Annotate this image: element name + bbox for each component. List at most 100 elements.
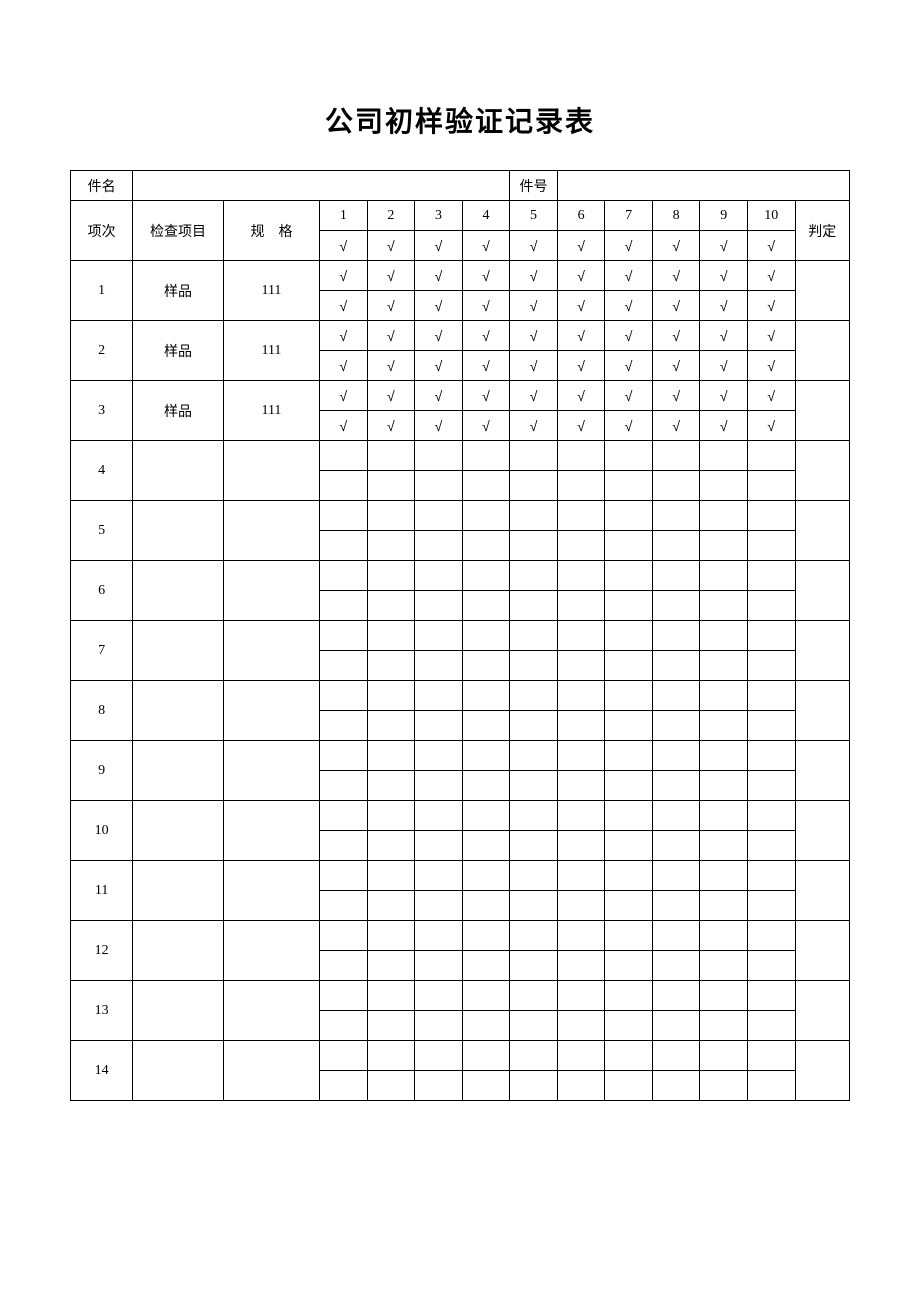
row-judge	[795, 741, 849, 801]
cell-check	[748, 621, 796, 651]
cell-check	[557, 981, 605, 1011]
col-10: 10	[748, 201, 796, 231]
row-spec	[223, 621, 319, 681]
cell-check: √	[462, 411, 510, 441]
cell-check	[510, 711, 558, 741]
cell-check	[700, 771, 748, 801]
cell-check	[557, 651, 605, 681]
row-no: 9	[71, 741, 133, 801]
cell-check	[415, 531, 463, 561]
cell-check	[320, 471, 368, 501]
cell-check	[748, 891, 796, 921]
row-item	[133, 1041, 224, 1101]
cell-check	[748, 981, 796, 1011]
cell-check: √	[605, 351, 653, 381]
table-row: 1样品111√√√√√√√√√√	[71, 261, 850, 291]
row-item: 样品	[133, 261, 224, 321]
hdr-check: √	[367, 231, 415, 261]
col-item-label: 检查项目	[133, 201, 224, 261]
cell-check: √	[415, 261, 463, 291]
col-5: 5	[510, 201, 558, 231]
cell-check: √	[700, 321, 748, 351]
cell-check	[700, 861, 748, 891]
cell-check	[510, 741, 558, 771]
cell-check	[415, 861, 463, 891]
row-no: 6	[71, 561, 133, 621]
cell-check	[510, 531, 558, 561]
cell-check	[652, 591, 700, 621]
cell-check: √	[700, 351, 748, 381]
row-judge	[795, 561, 849, 621]
cell-check	[557, 501, 605, 531]
cell-check	[320, 771, 368, 801]
cell-check	[462, 1011, 510, 1041]
cell-check	[748, 681, 796, 711]
cell-check	[320, 861, 368, 891]
row-judge	[795, 801, 849, 861]
cell-check: √	[320, 291, 368, 321]
col-6: 6	[557, 201, 605, 231]
cell-check	[605, 441, 653, 471]
cell-check	[605, 1071, 653, 1101]
row-judge	[795, 501, 849, 561]
table-row: 6	[71, 561, 850, 591]
hdr-check: √	[700, 231, 748, 261]
cell-check	[367, 651, 415, 681]
row-judge	[795, 321, 849, 381]
cell-check: √	[748, 411, 796, 441]
cell-check	[748, 711, 796, 741]
row-item	[133, 681, 224, 741]
cell-check: √	[367, 261, 415, 291]
col-7: 7	[605, 201, 653, 231]
row-item: 样品	[133, 381, 224, 441]
cell-check	[605, 921, 653, 951]
row-judge	[795, 621, 849, 681]
cell-check	[557, 801, 605, 831]
cell-check	[367, 681, 415, 711]
cell-check: √	[415, 291, 463, 321]
cell-check	[510, 771, 558, 801]
cell-check: √	[748, 291, 796, 321]
cell-check	[700, 831, 748, 861]
cell-check	[462, 831, 510, 861]
cell-check	[510, 591, 558, 621]
cell-check: √	[605, 411, 653, 441]
table-row: 7	[71, 621, 850, 651]
cell-check	[700, 981, 748, 1011]
cell-check	[748, 651, 796, 681]
cell-check	[652, 981, 700, 1011]
cell-check	[652, 801, 700, 831]
cell-check	[605, 531, 653, 561]
page-title: 公司初样验证记录表	[70, 100, 850, 140]
row-spec	[223, 861, 319, 921]
cell-check	[748, 531, 796, 561]
cell-check: √	[510, 321, 558, 351]
cell-check	[415, 741, 463, 771]
cell-check: √	[320, 411, 368, 441]
cell-check	[415, 801, 463, 831]
cell-check	[320, 1011, 368, 1041]
cell-check	[748, 471, 796, 501]
cell-check: √	[748, 321, 796, 351]
cell-check	[367, 891, 415, 921]
table-row: 4	[71, 441, 850, 471]
row-spec	[223, 921, 319, 981]
cell-check	[462, 441, 510, 471]
cell-check	[700, 441, 748, 471]
cell-check	[557, 1071, 605, 1101]
row-item: 样品	[133, 321, 224, 381]
cell-check: √	[652, 351, 700, 381]
cell-check	[367, 561, 415, 591]
cell-check	[700, 921, 748, 951]
cell-check: √	[748, 351, 796, 381]
cell-check	[510, 1071, 558, 1101]
row-item	[133, 621, 224, 681]
cell-check: √	[367, 351, 415, 381]
cell-check	[557, 951, 605, 981]
cell-check	[652, 1011, 700, 1041]
row-judge	[795, 1041, 849, 1101]
cell-check: √	[557, 291, 605, 321]
cell-check	[605, 1041, 653, 1071]
cell-check	[462, 651, 510, 681]
row-spec	[223, 801, 319, 861]
